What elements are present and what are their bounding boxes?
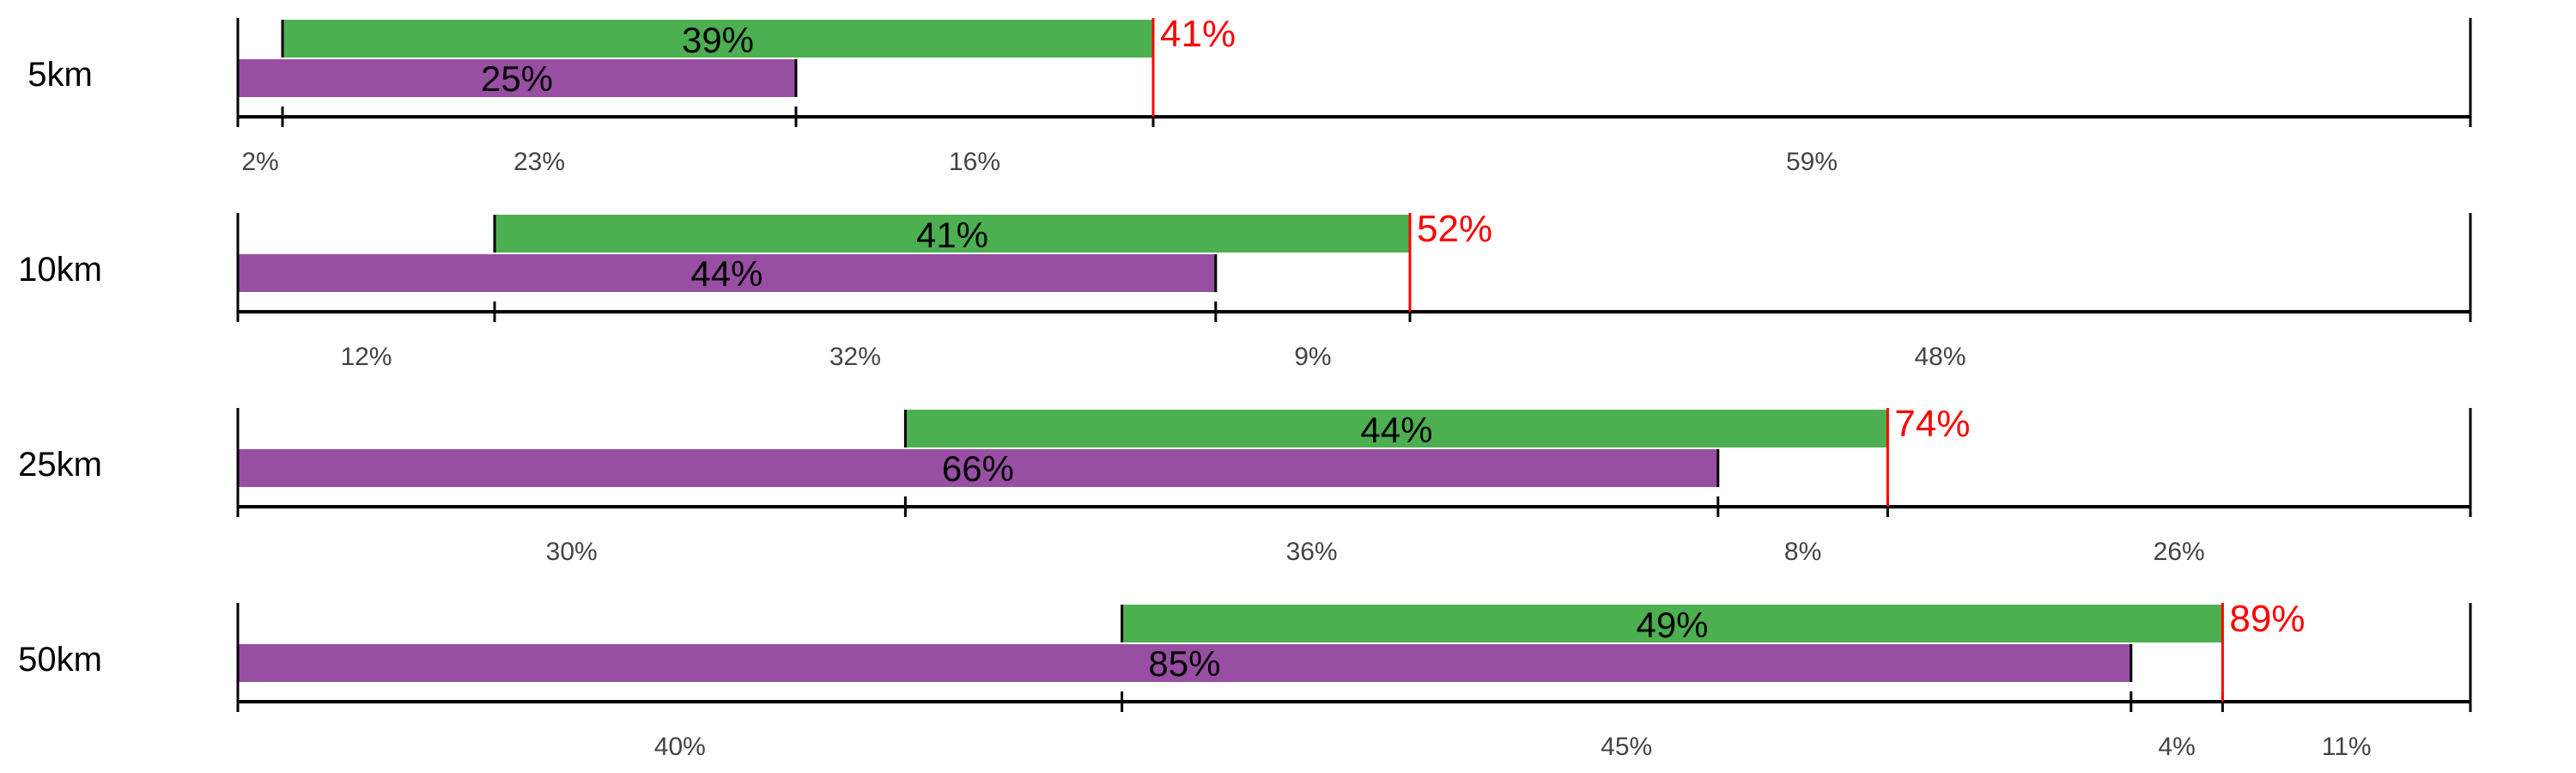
row-label: 10km: [18, 251, 102, 289]
segment-label: 32%: [829, 343, 881, 371]
total-label: 52%: [1417, 208, 1492, 250]
green-bar: [495, 215, 1410, 253]
chart-row: 25km 44% 66% 30% 36% 8% 26% 74%: [18, 403, 2472, 566]
purple-bar: [238, 644, 2131, 682]
segment-label: 26%: [2154, 538, 2205, 566]
purple-bar: [238, 254, 1216, 292]
row-label: 50km: [18, 641, 102, 679]
purple-bar-label: 85%: [1148, 643, 1220, 684]
row-label: 25km: [18, 446, 102, 484]
purple-bar-label: 66%: [942, 448, 1014, 489]
purple-bar-label: 44%: [690, 253, 762, 294]
segment-label: 40%: [654, 733, 706, 761]
chart-row: 10km 41% 44% 12% 32% 9% 48% 52%: [18, 208, 2472, 371]
purple-bar: [238, 449, 1718, 487]
purple-bar: [238, 59, 796, 97]
segment-label: 2%: [241, 148, 278, 176]
chart-row: 5km 39% 25% 2% 23% 16% 59% 41%: [27, 13, 2472, 176]
segment-label: 59%: [1786, 148, 1838, 176]
segment-label: 36%: [1286, 538, 1338, 566]
segment-label: 45%: [1601, 733, 1652, 761]
green-bar-label: 41%: [916, 215, 988, 255]
chart-rows: 5km 39% 25% 2% 23% 16% 59% 41% 10km 41% 44% 12% 32% 9…: [18, 13, 2472, 761]
green-bar-label: 49%: [1636, 605, 1708, 645]
total-label: 41%: [1160, 13, 1236, 55]
row-label: 5km: [27, 56, 93, 94]
purple-bar-label: 25%: [481, 58, 553, 99]
total-label: 74%: [1894, 403, 1970, 445]
segment-label: 9%: [1294, 343, 1331, 371]
segment-label: 8%: [1784, 538, 1821, 566]
segment-label: 30%: [546, 538, 598, 566]
green-bar-label: 39%: [682, 20, 754, 60]
segment-label: 4%: [2158, 733, 2195, 761]
green-bar: [1121, 605, 2223, 642]
segment-label: 11%: [2322, 733, 2372, 761]
green-bar: [283, 20, 1153, 58]
green-bar: [905, 410, 1888, 447]
segment-label: 23%: [513, 148, 565, 176]
total-label: 89%: [2229, 598, 2305, 640]
segment-label: 12%: [340, 343, 392, 371]
green-bar-label: 44%: [1360, 410, 1432, 450]
chart-row: 50km 49% 85% 40% 45% 4% 11% 89%: [18, 598, 2472, 761]
segment-label: 48%: [1914, 343, 1965, 371]
segment-label: 16%: [949, 148, 1000, 176]
